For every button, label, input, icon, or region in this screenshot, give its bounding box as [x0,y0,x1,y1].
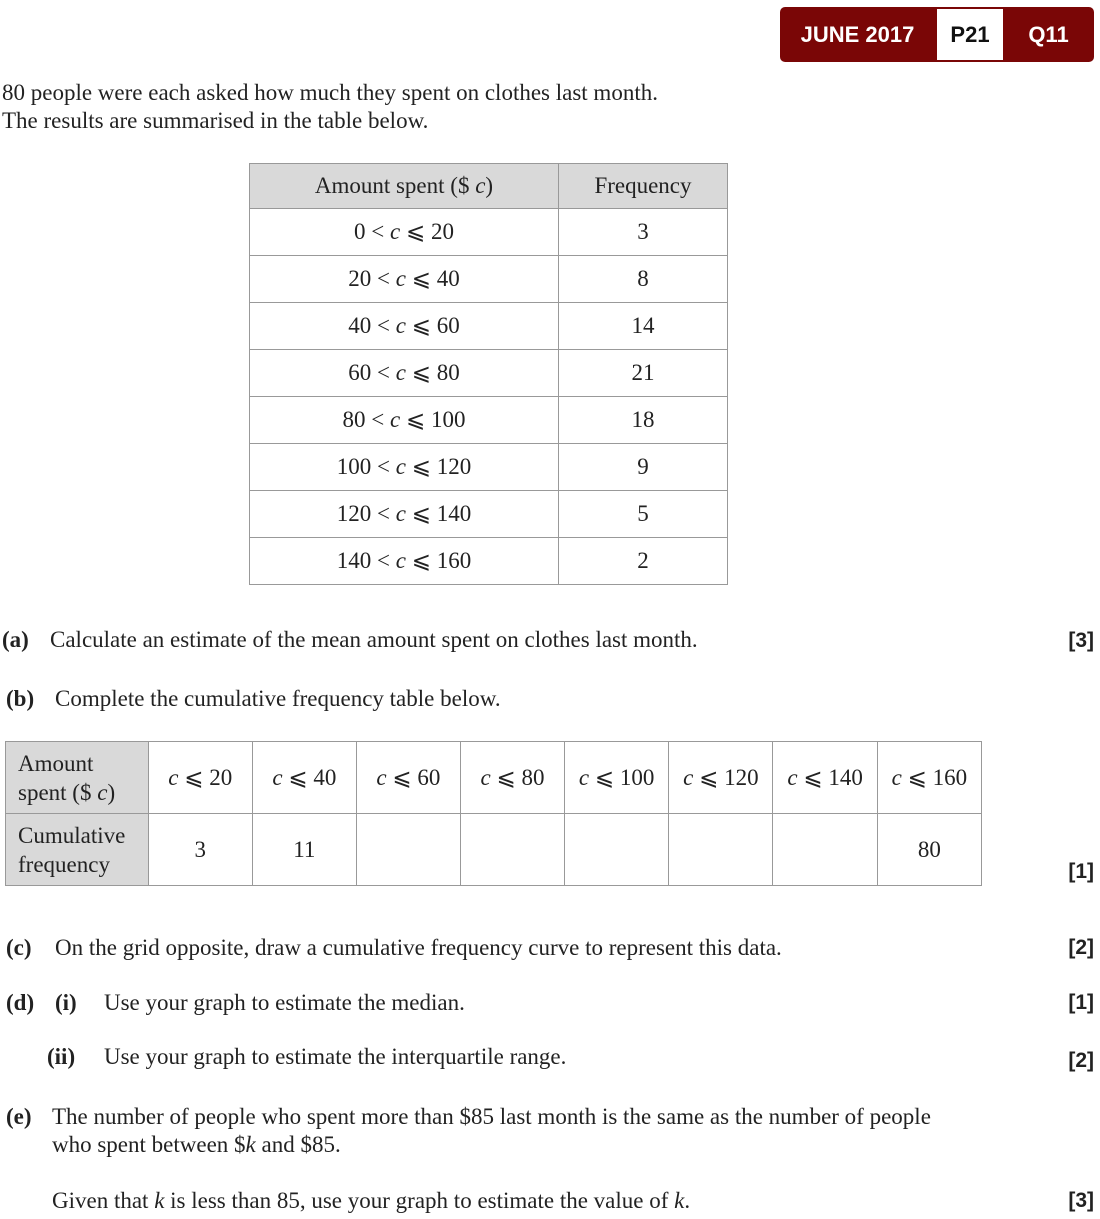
badge-question: Q11 [1028,22,1069,47]
frequency-cell: 21 [557,349,729,397]
part-b-label: (b) [6,686,35,711]
amount-range-cell: 20 < c ⩽ 40 [249,255,559,303]
amount-range-cell: 60 < c ⩽ 80 [249,349,559,397]
frequency-cell: 8 [557,255,729,303]
cumulative-frequency-cell[interactable] [668,813,774,886]
part-e-label: (e) [6,1104,32,1129]
part-d-ii-marks: [2] [1068,1049,1094,1072]
part-a-marks: [3] [1068,629,1094,652]
part-e-line-2: who spent between $k and $85. [52,1132,341,1157]
table-header-row: Amount spent ($ c) Frequency [249,163,729,209]
table-row: 100 < c ⩽ 120 9 [249,443,729,491]
frequency-cell: 14 [557,302,729,350]
frequency-cell: 3 [557,208,729,256]
cumulative-frequency-cell[interactable] [772,813,878,886]
cumulative-frequency-cell[interactable] [564,813,670,886]
amount-range-cell: 140 < c ⩽ 160 [249,537,559,585]
amount-range-cell: 0 < c ⩽ 20 [249,208,559,256]
cumulative-frequency-table: Amount spent ($ c) c ⩽ 20 c ⩽ 40 c ⩽ 60 c ⩽ … [5,741,983,886]
intro-line-2: The results are summarised in the table … [2,108,429,133]
cumulative-frequency-cell: 80 [876,813,983,886]
cumulative-frequency-cell[interactable] [355,813,461,886]
part-c-text: On the grid opposite, draw a cumulative … [55,935,782,960]
cumulative-frequency-cell[interactable] [459,813,566,886]
row-header-cumulative-frequency: Cumulative frequency [5,813,149,886]
part-c-marks: [2] [1068,936,1094,959]
amount-column-header: c ⩽ 60 [355,741,461,814]
row-header-amount: Amount spent ($ c) [5,741,149,814]
part-d-label: (d) [6,990,35,1015]
part-b-text: Complete the cumulative frequency table … [55,686,501,711]
frequency-cell: 9 [557,443,729,491]
frequency-cell: 5 [557,490,729,538]
part-d-i-label: (i) [55,990,77,1015]
part-e-line-3: Given that k is less than 85, use your g… [52,1188,691,1213]
frequency-table: Amount spent ($ c) Frequency 0 < c ⩽ 20 3… [249,163,729,585]
badge-session: JUNE 2017 [800,22,915,47]
part-d-ii-text: Use your graph to estimate the interquar… [104,1044,567,1069]
cumulative-frequency-row: Cumulative frequency 3 11 80 [5,813,983,886]
amount-row: Amount spent ($ c) c ⩽ 20 c ⩽ 40 c ⩽ 60 c ⩽ … [5,741,983,814]
amount-column-header: c ⩽ 160 [876,741,983,814]
part-e-line-1: The number of people who spent more than… [52,1104,931,1129]
amount-column-header: c ⩽ 20 [147,741,253,814]
part-a-text: Calculate an estimate of the mean amount… [50,627,698,652]
part-d-i-text: Use your graph to estimate the median. [104,990,465,1015]
amount-range-cell: 100 < c ⩽ 120 [249,443,559,491]
frequency-cell: 18 [557,396,729,444]
amount-column-header: c ⩽ 140 [772,741,878,814]
amount-column-header: c ⩽ 80 [459,741,566,814]
column-header-amount: Amount spent ($ c) [249,163,559,209]
part-d-i-marks: [1] [1068,991,1094,1014]
part-a-label: (a) [2,627,29,652]
column-header-frequency: Frequency [557,163,729,209]
part-b-marks: [1] [1068,860,1094,883]
frequency-cell: 2 [557,537,729,585]
table-row: 140 < c ⩽ 160 2 [249,537,729,585]
amount-range-cell: 80 < c ⩽ 100 [249,396,559,444]
amount-range-cell: 120 < c ⩽ 140 [249,490,559,538]
amount-column-header: c ⩽ 120 [668,741,774,814]
part-c-label: (c) [6,935,32,960]
cumulative-frequency-cell: 11 [251,813,357,886]
cumulative-frequency-cell: 3 [147,813,253,886]
table-row: 80 < c ⩽ 100 18 [249,396,729,444]
amount-column-header: c ⩽ 40 [251,741,357,814]
part-e-marks: [3] [1068,1189,1094,1212]
amount-column-header: c ⩽ 100 [564,741,670,814]
amount-range-cell: 40 < c ⩽ 60 [249,302,559,350]
table-row: 120 < c ⩽ 140 5 [249,490,729,538]
exam-reference-badge: JUNE 2017 P21 Q11 [780,7,1094,62]
table-row: 40 < c ⩽ 60 14 [249,302,729,350]
table-row: 20 < c ⩽ 40 8 [249,255,729,303]
intro-line-1: 80 people were each asked how much they … [2,80,658,105]
badge-paper: P21 [937,9,1003,60]
table-row: 0 < c ⩽ 20 3 [249,208,729,256]
part-d-ii-label: (ii) [47,1044,76,1069]
table-row: 60 < c ⩽ 80 21 [249,349,729,397]
